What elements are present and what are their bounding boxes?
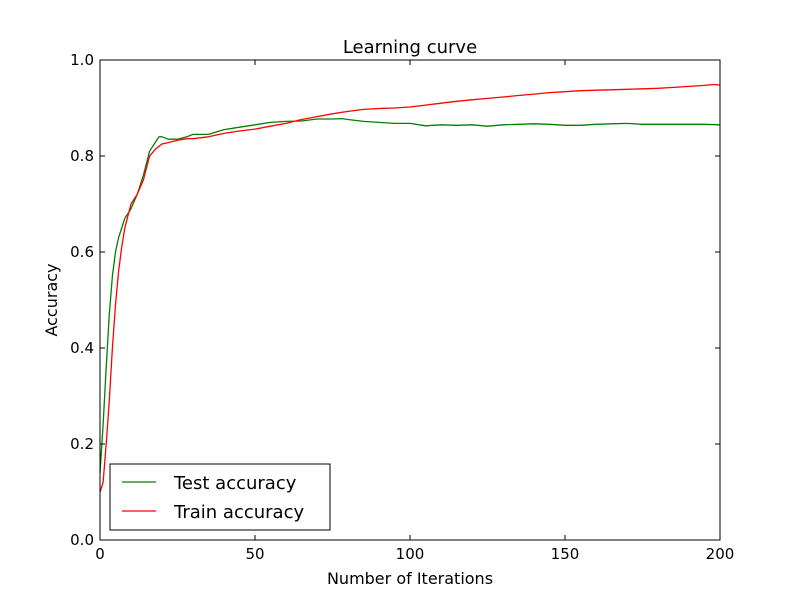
y-tick-label: 0.4	[70, 339, 94, 357]
series-line-train-accuracy	[99, 83, 721, 493]
x-axis-label: Number of Iterations	[327, 569, 493, 588]
y-tick-label: 0.8	[70, 147, 94, 165]
y-tick-label: 1.0	[70, 51, 94, 69]
series-line-test-accuracy	[99, 117, 721, 473]
x-tick-label: 50	[245, 545, 264, 563]
series-layer	[99, 83, 721, 493]
legend-label-test-accuracy: Test accuracy	[173, 473, 297, 494]
y-tick-label: 0.2	[70, 435, 94, 453]
x-tick-label: 200	[706, 545, 735, 563]
y-tick-label: 0.0	[70, 531, 94, 549]
y-axis-label: Accuracy	[42, 263, 61, 336]
y-tick-label: 0.6	[70, 243, 94, 261]
chart-title: Learning curve	[343, 37, 477, 58]
x-tick-label: 0	[95, 545, 105, 563]
x-tick-label: 100	[396, 545, 425, 563]
legend-box	[109, 463, 331, 531]
x-tick-label: 150	[551, 545, 580, 563]
legend-label-train-accuracy: Train accuracy	[173, 502, 304, 523]
ticks-layer: 0 50 100 150 200 0.0 0.2 0.4 0.6 0.8 1.0	[70, 51, 734, 563]
legend: Test accuracy Train accuracy	[109, 463, 331, 531]
plot-area	[100, 60, 720, 540]
